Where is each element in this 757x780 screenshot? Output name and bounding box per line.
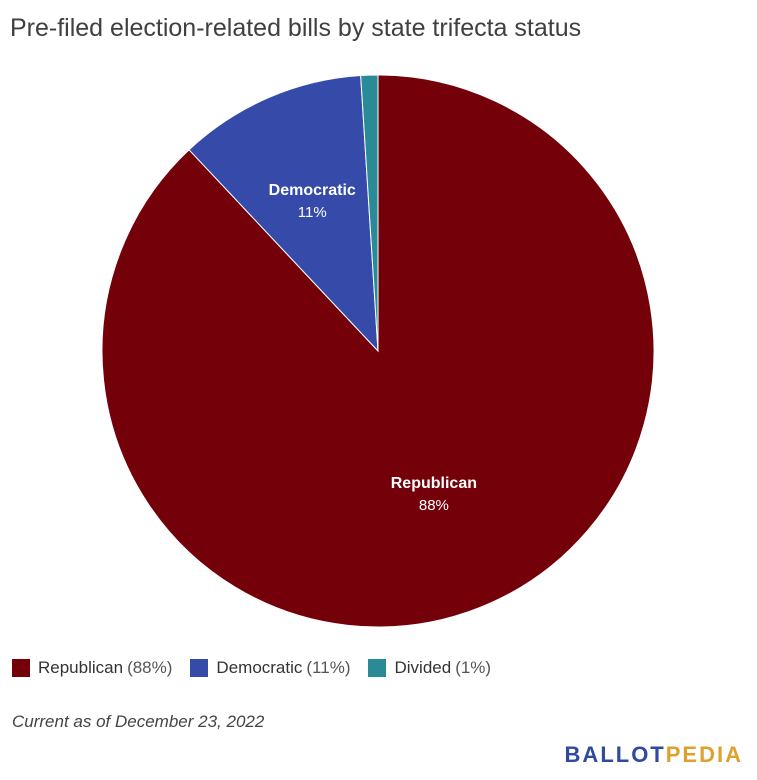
pie-chart: Republican 88% Democratic 11%	[101, 74, 655, 628]
legend-item-democratic[interactable]: Democratic (11%)	[190, 658, 350, 678]
slice-label-democratic: Democratic	[269, 182, 356, 199]
footnote: Current as of December 23, 2022	[12, 712, 265, 731]
legend-pct-divided: (1%)	[455, 658, 492, 677]
ballotpedia-logo[interactable]: BALLOTPEDIA	[565, 742, 743, 768]
pie-slice-democratic[interactable]	[188, 75, 379, 353]
slice-pct-republican: 88%	[419, 497, 449, 514]
legend-swatch-divided	[368, 659, 387, 677]
legend-label-republican: Republican	[38, 658, 124, 677]
chart-title: Pre-filed election-related bills by stat…	[10, 14, 582, 42]
pie-slice-divided[interactable]	[360, 74, 379, 352]
legend-swatch-democratic	[190, 659, 209, 677]
legend-pct-democratic: (11%)	[306, 658, 351, 677]
legend-label-divided: Divided	[394, 658, 452, 677]
slice-pct-democratic: 11%	[298, 204, 327, 221]
legend-swatch-republican	[12, 659, 30, 677]
legend-label-democratic: Democratic	[216, 658, 303, 677]
legend: Republican (88%) Democratic (11%) Divide…	[12, 658, 509, 678]
legend-item-republican[interactable]: Republican (88%)	[12, 658, 172, 678]
legend-item-divided[interactable]: Divided (1%)	[368, 658, 491, 678]
logo-part-ballot: BALLOT	[564, 742, 666, 767]
slice-label-republican: Republican	[391, 475, 477, 492]
logo-part-pedia: PEDIA	[665, 742, 743, 767]
legend-pct-republican: (88%)	[127, 658, 173, 677]
